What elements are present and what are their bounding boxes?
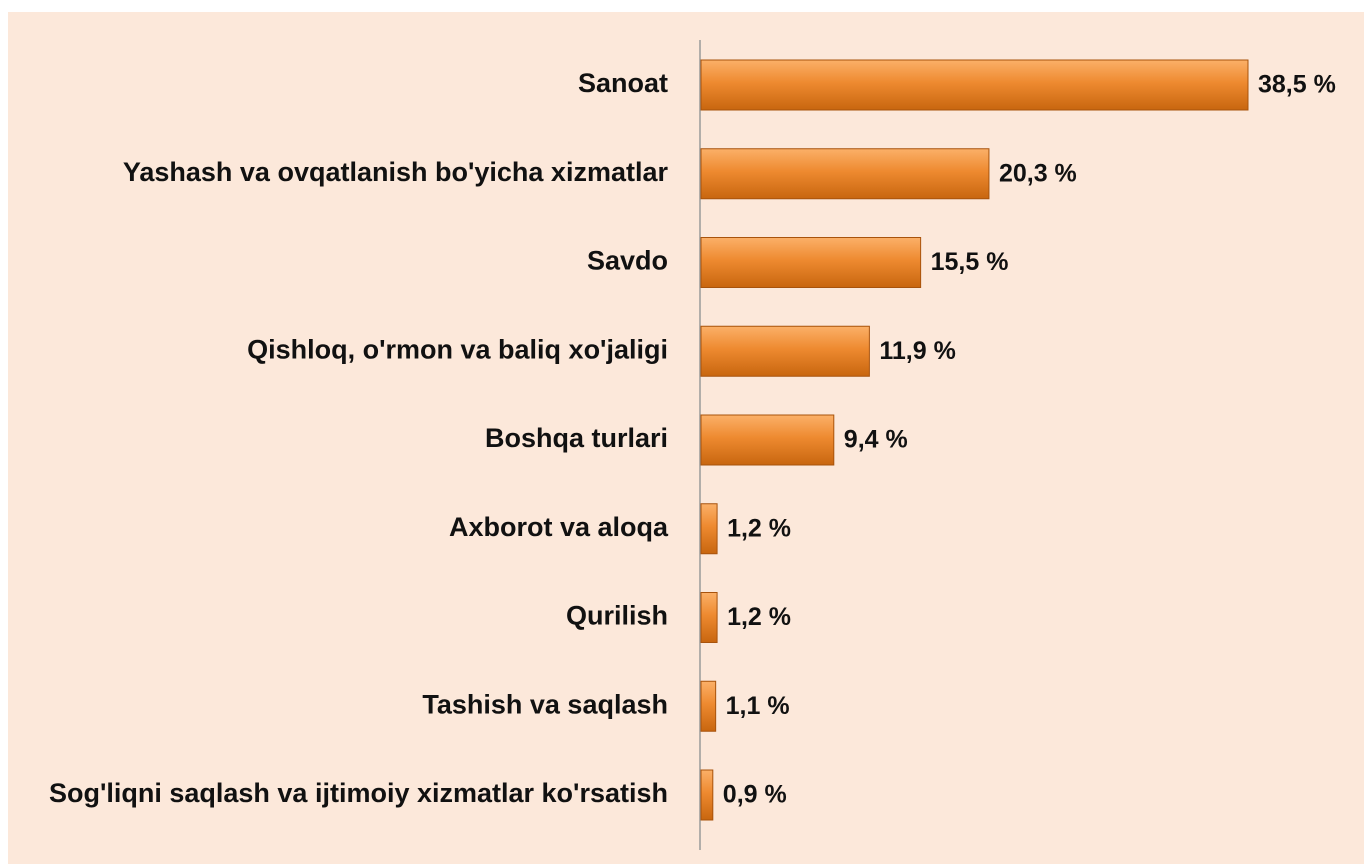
category-label: Sog'liqni saqlash va ijtimoiy xizmatlar … (49, 778, 668, 808)
value-label: 1,2 % (727, 603, 791, 631)
category-label: Tashish va saqlash (422, 689, 668, 719)
bar (700, 237, 922, 288)
value-label: 1,1 % (726, 692, 790, 720)
category-label: Sanoat (578, 68, 668, 98)
plot-background (8, 12, 1364, 864)
category-label: Boshqa turlari (485, 423, 668, 453)
category-label: Savdo (587, 246, 668, 276)
bar (700, 148, 990, 200)
category-label: Yashash va ovqatlanish bo'yicha xizmatla… (123, 157, 669, 187)
category-label: Axborot va aloqa (449, 512, 669, 542)
category-label: Qurilish (566, 601, 668, 631)
value-label: 1,2 % (727, 514, 791, 542)
bar (700, 680, 717, 732)
value-label: 0,9 % (723, 781, 787, 809)
bar (700, 769, 714, 821)
bar (700, 59, 1249, 111)
value-label: 38,5 % (1258, 71, 1336, 99)
value-label: 9,4 % (844, 426, 908, 454)
value-label: 11,9 % (879, 337, 955, 365)
bar (700, 592, 718, 643)
category-label: Qishloq, o'rmon va baliq xo'jaligi (247, 334, 668, 364)
value-label: 15,5 % (931, 248, 1009, 276)
bar (700, 325, 870, 377)
bar (700, 503, 718, 555)
bar (700, 414, 835, 466)
value-label: 20,3 % (999, 159, 1077, 187)
